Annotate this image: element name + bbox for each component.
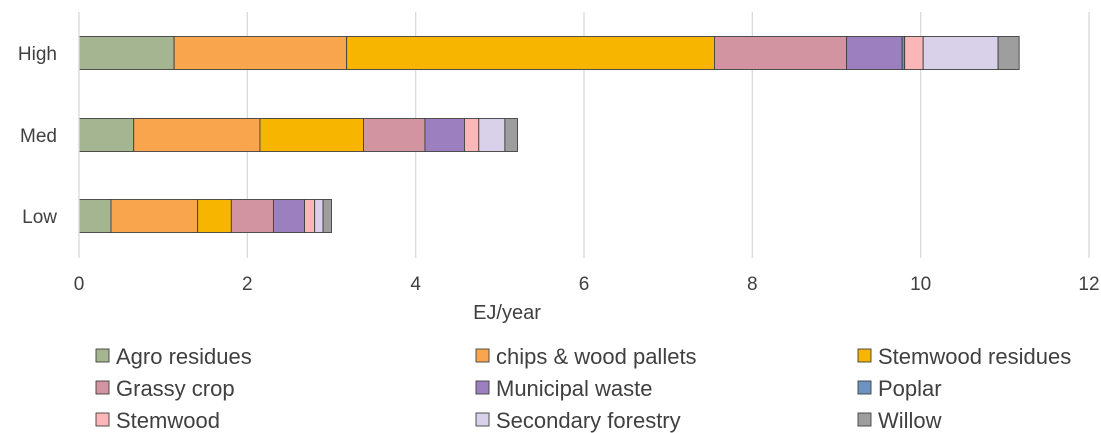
legend-label-4: Municipal waste bbox=[496, 376, 653, 401]
bar-segment-high-3 bbox=[714, 36, 848, 70]
bar-segment-med-7 bbox=[478, 118, 506, 152]
y-category-label-low: Low bbox=[22, 207, 57, 228]
x-tick-label-1: 2 bbox=[242, 274, 253, 295]
legend-label-6: Stemwood bbox=[116, 408, 220, 433]
x-tick-label-5: 10 bbox=[910, 274, 931, 295]
y-category-label-high: High bbox=[18, 44, 57, 65]
legend-label-7: Secondary forestry bbox=[496, 408, 681, 433]
bar-segment-high-6 bbox=[904, 36, 924, 70]
legend-swatch-6 bbox=[95, 412, 110, 427]
legend-swatch-5 bbox=[857, 380, 872, 395]
x-tick-label-0: 0 bbox=[74, 274, 85, 295]
x-tick-label-6: 12 bbox=[1078, 274, 1099, 295]
bar-segment-low-0 bbox=[78, 199, 112, 233]
legend-swatch-0 bbox=[95, 348, 110, 363]
bar-segment-high-4 bbox=[846, 36, 903, 70]
bar-segment-med-4 bbox=[424, 118, 465, 152]
bar-segment-low-4 bbox=[272, 199, 306, 233]
bar-segment-med-1 bbox=[133, 118, 261, 152]
legend-swatch-2 bbox=[857, 348, 872, 363]
legend-label-2: Stemwood residues bbox=[878, 344, 1071, 369]
legend: Agro residues chips & wood pallets Stemwoo… bbox=[95, 344, 1071, 433]
bar-segment-low-7 bbox=[314, 199, 324, 233]
legend-swatch-8 bbox=[857, 412, 872, 427]
x-tick-label-2: 4 bbox=[410, 274, 421, 295]
bar-segment-high-8 bbox=[997, 36, 1020, 70]
legend-swatch-4 bbox=[475, 380, 490, 395]
legend-label-5: Poplar bbox=[878, 376, 942, 401]
x-tick-label-3: 6 bbox=[579, 274, 590, 295]
bar-segment-low-3 bbox=[230, 199, 274, 233]
x-tick-label-4: 8 bbox=[747, 274, 758, 295]
bar-segment-med-3 bbox=[363, 118, 426, 152]
legend-swatch-3 bbox=[95, 380, 110, 395]
axes: 0 2 4 6 8 10 12 High Med Low bbox=[18, 12, 1100, 295]
bar-segment-low-1 bbox=[110, 199, 199, 233]
legend-label-1: chips & wood pallets bbox=[496, 344, 697, 369]
x-axis-title: EJ/year bbox=[473, 302, 541, 324]
bar-segment-high-7 bbox=[922, 36, 999, 70]
bar-segment-med-0 bbox=[78, 118, 135, 152]
bar-segment-high-1 bbox=[173, 36, 348, 70]
legend-label-3: Grassy crop bbox=[116, 376, 235, 401]
y-category-label-med: Med bbox=[20, 126, 57, 147]
legend-swatch-7 bbox=[475, 412, 490, 427]
bar-segment-low-6 bbox=[304, 199, 316, 233]
bar-segment-med-6 bbox=[464, 118, 480, 152]
bar-segment-high-2 bbox=[346, 36, 715, 70]
bar-segment-med-8 bbox=[504, 118, 518, 152]
bar-segment-low-8 bbox=[322, 199, 332, 233]
legend-swatch-1 bbox=[475, 348, 490, 363]
bars bbox=[78, 36, 1020, 233]
legend-label-8: Willow bbox=[878, 408, 942, 433]
bar-segment-low-2 bbox=[197, 199, 232, 233]
legend-label-0: Agro residues bbox=[116, 344, 252, 369]
bar-segment-med-2 bbox=[259, 118, 364, 152]
bar-segment-high-0 bbox=[78, 36, 175, 70]
